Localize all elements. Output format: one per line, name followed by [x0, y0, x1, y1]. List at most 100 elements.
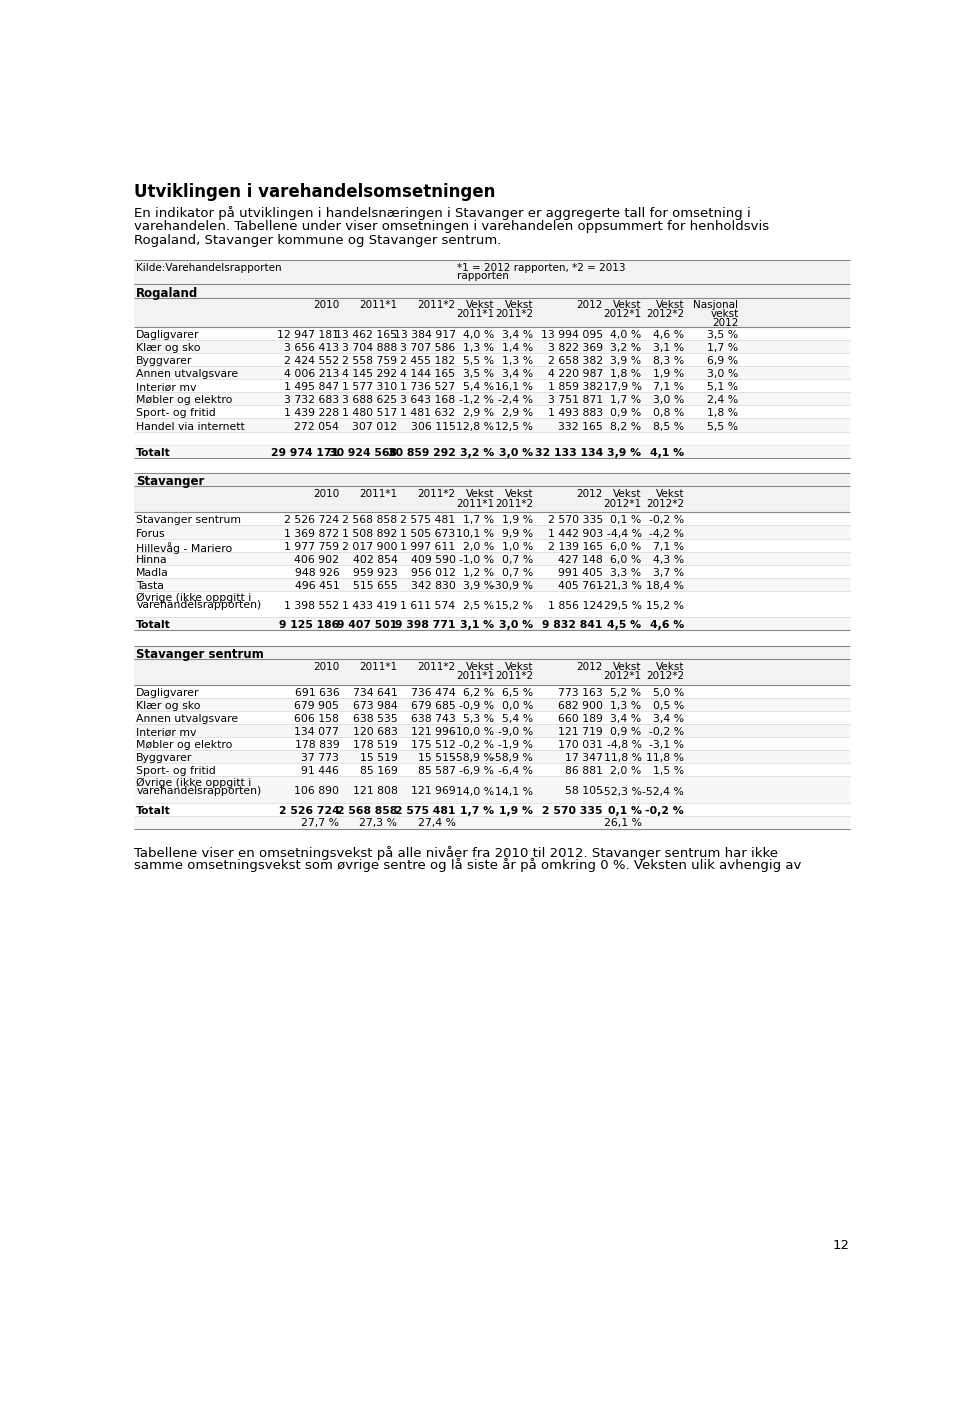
Text: 8,2 %: 8,2 % — [611, 421, 641, 431]
Text: 4,0 %: 4,0 % — [611, 329, 641, 339]
Text: -6,4 %: -6,4 % — [498, 766, 533, 776]
Text: 0,7 %: 0,7 % — [502, 567, 533, 577]
Text: 3 704 888: 3 704 888 — [342, 344, 397, 353]
Text: 16,1 %: 16,1 % — [495, 382, 533, 393]
Text: 3,3 %: 3,3 % — [611, 567, 641, 577]
Text: 4,5 %: 4,5 % — [608, 620, 641, 631]
Text: 673 984: 673 984 — [352, 701, 397, 711]
Text: samme omsetningsvekst som øvrige sentre og lå siste år på omkring 0 %. Veksten u: samme omsetningsvekst som øvrige sentre … — [134, 857, 802, 872]
Text: 2 568 858: 2 568 858 — [343, 515, 397, 525]
Text: 4 220 987: 4 220 987 — [547, 369, 603, 379]
Text: -6,9 %: -6,9 % — [459, 766, 494, 776]
Text: 1,0 %: 1,0 % — [502, 542, 533, 552]
Text: 5,4 %: 5,4 % — [502, 714, 533, 724]
Text: 9 125 186: 9 125 186 — [279, 620, 339, 631]
Text: 638 535: 638 535 — [352, 714, 397, 724]
Text: 29 974 171: 29 974 171 — [272, 448, 339, 458]
Bar — [134, 284, 850, 297]
Bar — [134, 260, 850, 284]
Text: -3,1 %: -3,1 % — [649, 741, 684, 750]
Text: Annen utvalgsvare: Annen utvalgsvare — [136, 369, 238, 379]
Text: 0,7 %: 0,7 % — [502, 555, 533, 565]
Text: Tabellene viser en omsetningsvekst på alle nivåer fra 2010 til 2012. Stavanger s: Tabellene viser en omsetningsvekst på al… — [134, 846, 778, 860]
Text: 1 493 883: 1 493 883 — [548, 408, 603, 418]
Bar — [134, 339, 850, 353]
Text: 2011*2: 2011*2 — [495, 498, 533, 508]
Text: Vekst: Vekst — [466, 300, 494, 310]
Text: 2012: 2012 — [576, 490, 603, 500]
Text: Vekst: Vekst — [656, 300, 684, 310]
Text: 991 405: 991 405 — [558, 567, 603, 577]
Text: 0,0 %: 0,0 % — [502, 701, 533, 711]
Text: 8,5 %: 8,5 % — [653, 421, 684, 431]
Text: 405 761: 405 761 — [558, 582, 603, 591]
Text: 1,9 %: 1,9 % — [502, 515, 533, 525]
Text: 15 519: 15 519 — [360, 753, 397, 763]
Text: 121 996: 121 996 — [411, 727, 456, 738]
Text: 2011*1: 2011*1 — [456, 672, 494, 681]
Text: 11,8 %: 11,8 % — [604, 753, 641, 763]
Text: 734 641: 734 641 — [352, 689, 397, 698]
Text: 121 719: 121 719 — [558, 727, 603, 738]
Text: Totalt: Totalt — [136, 620, 171, 631]
Text: 1 859 382: 1 859 382 — [548, 382, 603, 393]
Text: -0,2 %: -0,2 % — [645, 805, 684, 815]
Text: 2010: 2010 — [313, 662, 339, 672]
Bar — [134, 513, 850, 525]
Text: 17,9 %: 17,9 % — [604, 382, 641, 393]
Text: Interiør mv: Interiør mv — [136, 727, 197, 738]
Bar — [134, 379, 850, 393]
Text: 1 997 611: 1 997 611 — [400, 542, 456, 552]
Text: 1,2 %: 1,2 % — [463, 567, 494, 577]
Text: -4,4 %: -4,4 % — [607, 528, 641, 538]
Text: Vekst: Vekst — [656, 662, 684, 672]
Text: 3,4 %: 3,4 % — [611, 714, 641, 724]
Text: 307 012: 307 012 — [352, 421, 397, 431]
Text: 27,7 %: 27,7 % — [301, 818, 339, 828]
Text: 2011*2: 2011*2 — [495, 310, 533, 320]
Text: 1 442 903: 1 442 903 — [547, 528, 603, 538]
Text: 1,3 %: 1,3 % — [463, 344, 494, 353]
Bar — [134, 738, 850, 750]
Text: -0,9 %: -0,9 % — [459, 701, 494, 711]
Text: 6,2 %: 6,2 % — [463, 689, 494, 698]
Text: 4 006 213: 4 006 213 — [284, 369, 339, 379]
Text: 1,9 %: 1,9 % — [499, 805, 533, 815]
Text: Møbler og elektro: Møbler og elektro — [136, 396, 232, 406]
Text: 3 643 168: 3 643 168 — [400, 396, 456, 406]
Text: 4,1 %: 4,1 % — [650, 448, 684, 458]
Text: 736 474: 736 474 — [411, 689, 456, 698]
Text: 2 424 552: 2 424 552 — [284, 356, 339, 366]
Text: Forus: Forus — [136, 528, 166, 538]
Text: 9 398 771: 9 398 771 — [396, 620, 456, 631]
Text: -4,2 %: -4,2 % — [649, 528, 684, 538]
Text: 1 611 574: 1 611 574 — [400, 601, 456, 611]
Bar — [134, 776, 850, 803]
Text: Sport- og fritid: Sport- og fritid — [136, 766, 216, 776]
Text: 1 433 419: 1 433 419 — [343, 601, 397, 611]
Text: -58,9 %: -58,9 % — [492, 753, 533, 763]
Text: 2011*1: 2011*1 — [359, 300, 397, 310]
Text: 1 508 892: 1 508 892 — [342, 528, 397, 538]
Text: 3 707 586: 3 707 586 — [400, 344, 456, 353]
Text: -1,9 %: -1,9 % — [498, 741, 533, 750]
Text: 17 347: 17 347 — [564, 753, 603, 763]
Text: 32 133 134: 32 133 134 — [535, 448, 603, 458]
Text: 12 947 181: 12 947 181 — [277, 329, 339, 339]
Text: Dagligvarer: Dagligvarer — [136, 689, 200, 698]
Text: 2011*1: 2011*1 — [456, 310, 494, 320]
Text: 272 054: 272 054 — [295, 421, 339, 431]
Text: 2011*2: 2011*2 — [418, 300, 456, 310]
Text: Nasjonal: Nasjonal — [693, 300, 738, 310]
Text: 6,0 %: 6,0 % — [611, 542, 641, 552]
Text: Vekst: Vekst — [466, 662, 494, 672]
Text: 5,2 %: 5,2 % — [611, 689, 641, 698]
Text: 2011*2: 2011*2 — [418, 662, 456, 672]
Text: 30 924 568: 30 924 568 — [329, 448, 397, 458]
Text: 1,9 %: 1,9 % — [653, 369, 684, 379]
Text: 773 163: 773 163 — [558, 689, 603, 698]
Text: varehandelen. Tabellene under viser omsetningen i varehandelen oppsummert for he: varehandelen. Tabellene under viser omse… — [134, 220, 769, 232]
Text: 121 808: 121 808 — [352, 787, 397, 797]
Text: 1 369 872: 1 369 872 — [284, 528, 339, 538]
Text: vekst: vekst — [710, 310, 738, 320]
